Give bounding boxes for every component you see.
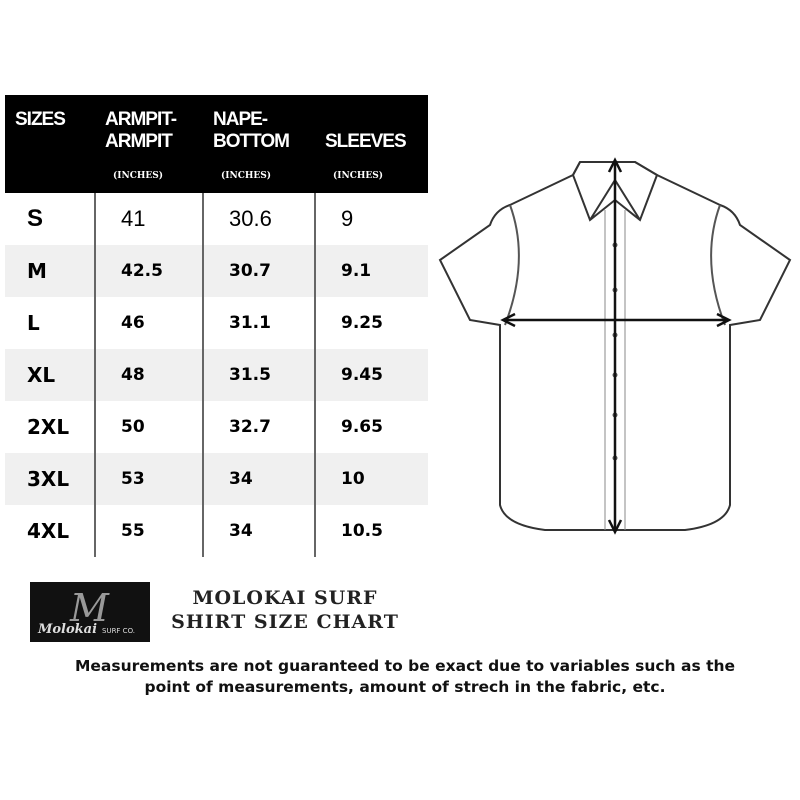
title-line-2: SHIRT SIZE CHART <box>171 611 399 633</box>
shirt-diagram <box>438 157 792 535</box>
cell-armpit: 48 <box>95 349 204 401</box>
chart-title: MOLOKAI SURF SHIRT SIZE CHART <box>165 586 405 634</box>
table-row: M 42.5 30.7 9.1 <box>5 245 428 297</box>
cell-nape: 30.7 <box>203 245 316 297</box>
cell-sleeves: 9.45 <box>315 349 428 401</box>
cell-nape: 34 <box>203 453 316 505</box>
cell-armpit: 55 <box>95 505 204 557</box>
cell-armpit: 50 <box>95 401 204 453</box>
cell-size: 2XL <box>5 401 96 453</box>
header-nape: NAPE- BOTTOM (INCHES) <box>203 95 315 193</box>
molokai-logo: M Molokai SURF CO. <box>30 582 150 642</box>
cell-size: M <box>5 245 96 297</box>
header-sleeves: SLEEVES (INCHES) <box>315 95 428 193</box>
cell-size: XL <box>5 349 96 401</box>
cell-nape: 31.5 <box>203 349 316 401</box>
nape-bottom-arrow <box>607 157 623 535</box>
size-table: SIZES ARMPIT- ARMPIT (INCHES) NAPE- BOTTO… <box>5 95 428 557</box>
armpit-arrow <box>500 312 732 328</box>
cell-armpit: 46 <box>95 297 204 349</box>
cell-sleeves: 9.25 <box>341 313 383 333</box>
header-armpit: ARMPIT- ARMPIT (INCHES) <box>95 95 203 193</box>
cell-nape: 34 <box>203 505 316 557</box>
table-row: 3XL 53 34 10 <box>5 453 428 505</box>
note-line-1: Measurements are not guaranteed to be ex… <box>74 657 736 675</box>
cell-armpit: 42.5 <box>95 245 204 297</box>
shirt-outline <box>438 161 792 531</box>
cell-sleeves: 9.65 <box>341 417 383 437</box>
disclaimer-note: Measurements are not guaranteed to be ex… <box>0 656 800 698</box>
cell-armpit: 53 <box>95 453 204 505</box>
table-row: 4XL 55 34 10.5 <box>5 505 428 557</box>
cell-sleeves: 9.1 <box>315 245 428 297</box>
cell-sleeves: 10.5 <box>341 521 383 541</box>
cell-size: S <box>5 193 96 245</box>
cell-size: 4XL <box>5 505 96 557</box>
table-row: S 41 30.6 9 <box>5 193 428 245</box>
title-line-1: MOLOKAI SURF <box>192 587 378 609</box>
header-sizes: SIZES <box>5 95 95 193</box>
table-row: 2XL 50 32.7 9.65 <box>5 401 428 453</box>
cell-sleeves: 9 <box>341 206 354 231</box>
table-row: XL 48 31.5 9.45 <box>5 349 428 401</box>
cell-size: L <box>5 297 96 349</box>
cell-size: 3XL <box>5 453 96 505</box>
cell-nape: 30.6 <box>203 193 316 245</box>
sleeve-seams <box>504 204 726 326</box>
cell-armpit: 41 <box>95 193 204 245</box>
table-row: L 46 31.1 9.25 <box>5 297 428 349</box>
cell-nape: 31.1 <box>203 297 316 349</box>
cell-nape: 32.7 <box>203 401 316 453</box>
note-line-2: point of measurements, amount of strech … <box>144 678 666 696</box>
cell-sleeves: 10 <box>315 453 428 505</box>
